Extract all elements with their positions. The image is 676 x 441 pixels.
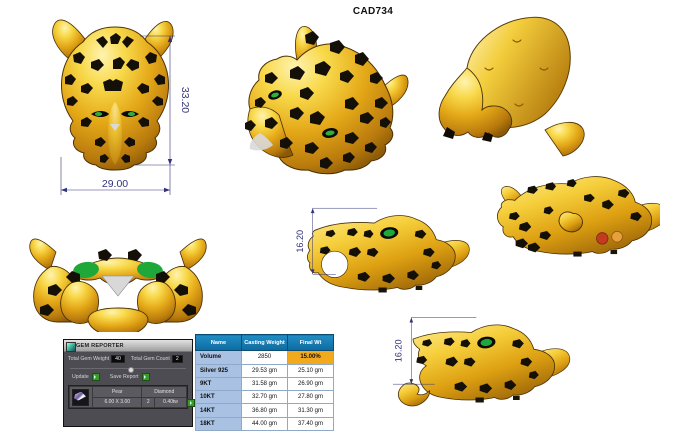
svg-text:16.20: 16.20 xyxy=(295,230,305,253)
svg-text:29.00: 29.00 xyxy=(102,178,128,190)
svg-text:33.20: 33.20 xyxy=(179,87,191,113)
svg-text:16.20: 16.20 xyxy=(393,339,403,362)
